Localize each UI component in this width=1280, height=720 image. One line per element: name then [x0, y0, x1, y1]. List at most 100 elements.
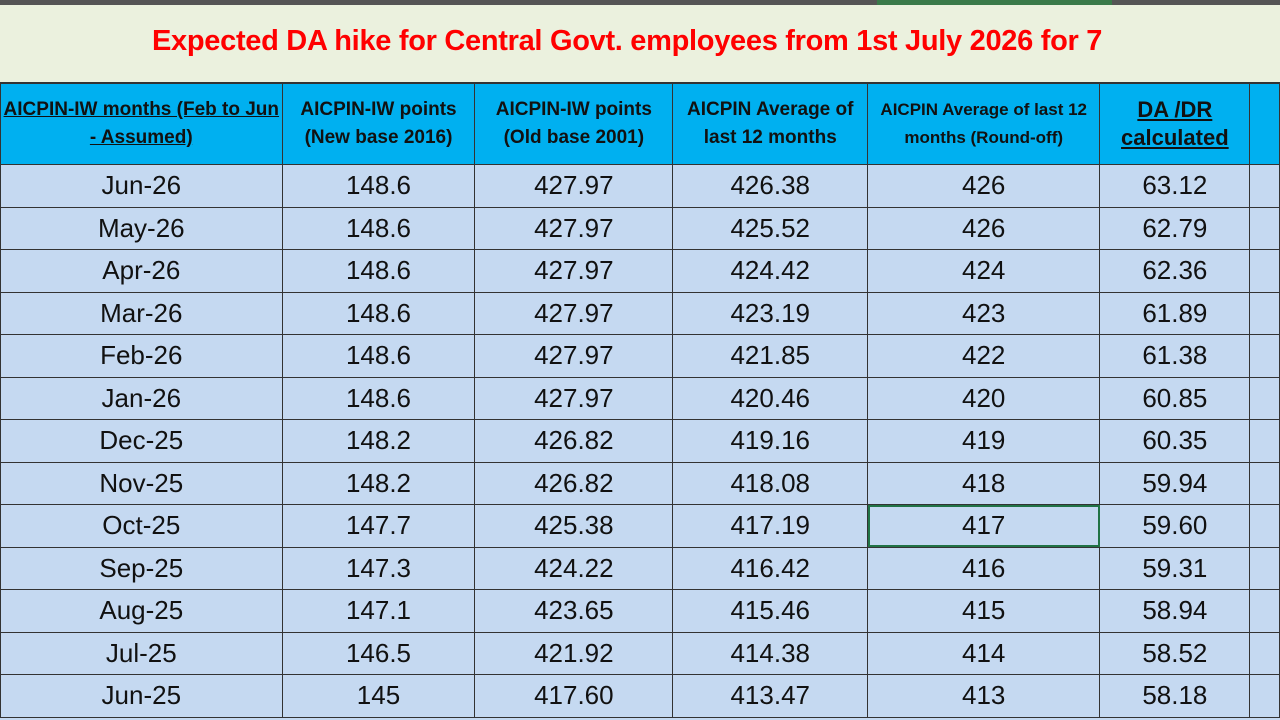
cell-average-roundoff[interactable]: 426 [867, 206, 1101, 250]
header-months[interactable]: AICPIN-IW months (Feb to Jun - Assumed) [0, 83, 283, 165]
cell-average[interactable]: 417.19 [672, 504, 869, 548]
cell-new-base[interactable]: 147.1 [281, 589, 476, 633]
cell-old-base[interactable]: 427.97 [474, 206, 674, 250]
cell-average-roundoff[interactable]: 415 [867, 589, 1101, 633]
cell-new-base[interactable]: 146.5 [281, 631, 476, 675]
cell-old-base[interactable]: 417.60 [474, 674, 674, 718]
cell-average[interactable]: 423.19 [672, 291, 869, 335]
cell-old-base[interactable]: 427.97 [474, 164, 674, 208]
cell-new-base[interactable]: 148.6 [281, 249, 476, 293]
cell-average-roundoff[interactable]: 426 [867, 164, 1101, 208]
cell-next-column[interactable] [1249, 291, 1280, 335]
cell-new-base[interactable]: 145 [281, 674, 476, 718]
cell-average-roundoff[interactable]: 422 [867, 334, 1101, 378]
cell-next-column[interactable] [1249, 674, 1280, 718]
cell-average[interactable]: 413.47 [672, 674, 869, 718]
cell-average[interactable]: 419.16 [672, 419, 869, 463]
cell-month[interactable]: Mar-26 [0, 291, 283, 335]
cell-average-roundoff[interactable]: 414 [867, 631, 1101, 675]
cell-da-calculated[interactable]: 59.60 [1099, 504, 1251, 548]
cell-next-column[interactable] [1249, 631, 1280, 675]
cell-next-column[interactable] [1249, 504, 1280, 548]
cell-old-base[interactable]: 426.82 [474, 461, 674, 505]
cell-month[interactable]: May-26 [0, 206, 283, 250]
cell-da-calculated[interactable]: 61.89 [1099, 291, 1251, 335]
header-new-base[interactable]: AICPIN-IW points (New base 2016) [281, 83, 476, 165]
cell-old-base[interactable]: 427.97 [474, 249, 674, 293]
cell-da-calculated[interactable]: 62.79 [1099, 206, 1251, 250]
cell-month[interactable]: Oct-25 [0, 504, 283, 548]
cell-average-roundoff[interactable]: 418 [867, 461, 1101, 505]
cell-next-column[interactable] [1249, 334, 1280, 378]
cell-da-calculated[interactable]: 58.52 [1099, 631, 1251, 675]
cell-month[interactable]: Sep-25 [0, 546, 283, 590]
cell-average[interactable]: 420.46 [672, 376, 869, 420]
cell-average[interactable]: 426.38 [672, 164, 869, 208]
cell-new-base[interactable]: 148.6 [281, 164, 476, 208]
cell-month[interactable]: Jun-25 [0, 674, 283, 718]
cell-old-base[interactable]: 425.38 [474, 504, 674, 548]
cell-new-base[interactable]: 148.2 [281, 461, 476, 505]
cell-month[interactable]: Jan-26 [0, 376, 283, 420]
cell-old-base[interactable]: 427.97 [474, 376, 674, 420]
cell-da-calculated[interactable]: 58.94 [1099, 589, 1251, 633]
table-row: Dec-25 148.2 426.82 419.16 419 60.35 [0, 419, 1280, 463]
cell-average-roundoff[interactable]: 419 [867, 419, 1101, 463]
cell-average[interactable]: 425.52 [672, 206, 869, 250]
cell-average[interactable]: 421.85 [672, 334, 869, 378]
cell-month[interactable]: Jul-25 [0, 631, 283, 675]
cell-new-base[interactable]: 148.6 [281, 291, 476, 335]
cell-da-calculated[interactable]: 59.31 [1099, 546, 1251, 590]
cell-next-column[interactable] [1249, 206, 1280, 250]
cell-old-base[interactable]: 427.97 [474, 334, 674, 378]
cell-average-roundoff[interactable]: 417 [867, 504, 1101, 548]
cell-da-calculated[interactable]: 63.12 [1099, 164, 1251, 208]
cell-next-column[interactable] [1249, 546, 1280, 590]
header-average-roundoff[interactable]: AICPIN Average of last 12 months (Round-… [867, 83, 1101, 165]
cell-next-column[interactable] [1249, 164, 1280, 208]
cell-old-base[interactable]: 421.92 [474, 631, 674, 675]
cell-new-base[interactable]: 148.6 [281, 334, 476, 378]
cell-old-base[interactable]: 424.22 [474, 546, 674, 590]
cell-average-roundoff[interactable]: 416 [867, 546, 1101, 590]
cell-average[interactable]: 418.08 [672, 461, 869, 505]
cell-average-roundoff[interactable]: 420 [867, 376, 1101, 420]
cell-month[interactable]: Dec-25 [0, 419, 283, 463]
cell-month[interactable]: Apr-26 [0, 249, 283, 293]
cell-old-base[interactable]: 427.97 [474, 291, 674, 335]
cell-next-column[interactable] [1249, 419, 1280, 463]
cell-next-column[interactable] [1249, 249, 1280, 293]
cell-average[interactable]: 415.46 [672, 589, 869, 633]
cell-month[interactable]: Nov-25 [0, 461, 283, 505]
cell-month[interactable]: Aug-25 [0, 589, 283, 633]
cell-da-calculated[interactable]: 62.36 [1099, 249, 1251, 293]
header-average[interactable]: AICPIN Average of last 12 months [672, 83, 869, 165]
cell-average[interactable]: 424.42 [672, 249, 869, 293]
header-da-calculated[interactable]: DA /DR calculated [1099, 83, 1251, 165]
title-cell[interactable]: Expected DA hike for Central Govt. emplo… [0, 5, 1280, 83]
cell-new-base[interactable]: 148.6 [281, 376, 476, 420]
cell-new-base[interactable]: 147.7 [281, 504, 476, 548]
cell-new-base[interactable]: 147.3 [281, 546, 476, 590]
cell-da-calculated[interactable]: 58.18 [1099, 674, 1251, 718]
cell-average-roundoff[interactable]: 413 [867, 674, 1101, 718]
cell-new-base[interactable]: 148.6 [281, 206, 476, 250]
cell-old-base[interactable]: 423.65 [474, 589, 674, 633]
cell-average-roundoff[interactable]: 424 [867, 249, 1101, 293]
cell-old-base[interactable]: 426.82 [474, 419, 674, 463]
cell-next-column[interactable] [1249, 376, 1280, 420]
cell-da-calculated[interactable]: 60.85 [1099, 376, 1251, 420]
header-next-column[interactable] [1249, 83, 1280, 165]
header-old-base[interactable]: AICPIN-IW points (Old base 2001) [474, 83, 674, 165]
cell-average[interactable]: 414.38 [672, 631, 869, 675]
cell-next-column[interactable] [1249, 589, 1280, 633]
cell-average[interactable]: 416.42 [672, 546, 869, 590]
cell-average-roundoff[interactable]: 423 [867, 291, 1101, 335]
cell-month[interactable]: Feb-26 [0, 334, 283, 378]
cell-da-calculated[interactable]: 60.35 [1099, 419, 1251, 463]
cell-month[interactable]: Jun-26 [0, 164, 283, 208]
cell-next-column[interactable] [1249, 461, 1280, 505]
cell-da-calculated[interactable]: 59.94 [1099, 461, 1251, 505]
cell-da-calculated[interactable]: 61.38 [1099, 334, 1251, 378]
cell-new-base[interactable]: 148.2 [281, 419, 476, 463]
